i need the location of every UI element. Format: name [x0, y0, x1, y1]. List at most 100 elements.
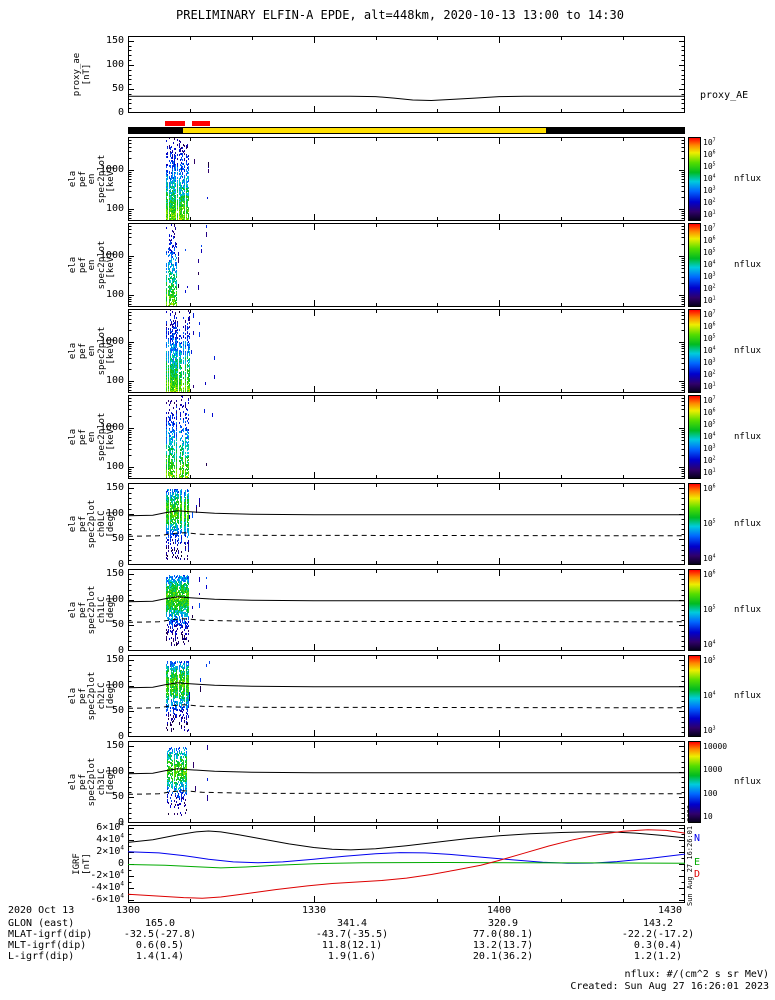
panel-en_spec_2	[128, 223, 685, 307]
colorbar-tick-label: 10	[703, 812, 713, 821]
y-tick-label: 50	[111, 619, 124, 631]
row-value: 77.0(80.1)	[472, 929, 534, 940]
colorbar-title: nflux	[734, 432, 762, 442]
x-tick-label: 1430	[657, 905, 683, 916]
colorbar-tick-label: 101	[703, 382, 716, 391]
flag-science-zone	[183, 128, 546, 133]
row-label: MLT-igrf(dip)	[8, 940, 87, 951]
panel-ch1LC	[128, 569, 685, 651]
colorbar-tick-label: 105	[703, 519, 716, 528]
losscone-line	[128, 510, 685, 517]
y-tick-label: 150	[105, 568, 124, 580]
antilosscone-line	[128, 618, 685, 623]
colorbar-tick-label: 105	[703, 605, 716, 614]
x-axis-date-label: 2020 Oct 13	[8, 905, 75, 916]
y-tick-label: 0	[117, 731, 124, 742]
colorbar-title: nflux	[734, 174, 762, 184]
row-value: -43.7(-35.5)	[315, 929, 389, 940]
y-axis-title-ch3LC: ela pef spec2plot ch3LC [deg]	[68, 741, 119, 823]
y-tick-label: 150	[105, 482, 124, 494]
antilosscone-line	[128, 532, 685, 537]
losscone-line	[128, 596, 685, 603]
series-D	[128, 829, 685, 899]
colorbar-tick-label: 104	[703, 346, 716, 355]
row-value: 320.9	[487, 918, 519, 929]
y-tick-label: 100	[105, 203, 124, 215]
x-tick-label: 1300	[115, 905, 141, 916]
colorbar-tick-label: 105	[703, 162, 716, 171]
colorbar-ch2LC	[688, 655, 701, 737]
y-tick-label: 150	[105, 654, 124, 666]
panel-igrf	[128, 825, 685, 903]
colorbar-ch0LC	[688, 483, 701, 565]
antilosscone-line	[128, 704, 685, 709]
y-tick-label: 0	[117, 559, 124, 570]
y-tick-label: 100	[105, 593, 124, 605]
y-axis-title-ch0LC: ela pef spec2plot ch0LC [deg]	[68, 483, 119, 565]
colorbar-tick-label: 107	[703, 396, 716, 405]
colorbar-tick-label: 107	[703, 224, 716, 233]
colorbar-tick-label: 104	[703, 174, 716, 183]
colorbar-tick-label: 106	[703, 322, 716, 331]
panel-axes-proxy_ae	[128, 36, 685, 113]
y-tick-label: -6×104	[90, 892, 124, 905]
row-label: MLAT-igrf(dip)	[8, 929, 93, 940]
series-B	[128, 830, 685, 851]
y-tick-label: 1000	[99, 336, 124, 348]
y-axis-title-ch1LC-text: ela pef spec2plot ch1LC [deg]	[67, 585, 116, 635]
colorbar-tick-label: 105	[703, 656, 716, 665]
row-label: GLON (east)	[8, 918, 75, 929]
panel-border	[128, 483, 685, 565]
colorbar-title: nflux	[734, 691, 762, 701]
colorbar-en_spec_3	[688, 309, 701, 393]
series-label-D: D	[694, 869, 701, 881]
panel-axes-ch2LC	[128, 655, 685, 737]
panel-ch2LC	[128, 655, 685, 737]
x-tick-label: 1330	[301, 905, 327, 916]
colorbar-tick-label: 103	[703, 444, 716, 453]
y-tick-label: 1000	[99, 164, 124, 176]
y-tick-label: 1000	[99, 422, 124, 434]
panel-border	[128, 569, 685, 651]
y-tick-label: 100	[105, 679, 124, 691]
row-value: 0.3(0.4)	[633, 940, 683, 951]
row-label: L-igrf(dip)	[8, 951, 75, 962]
spectrogram-canvas-en_spec_2	[128, 223, 685, 307]
antilosscone-line	[128, 790, 685, 795]
colorbar-tick-label: 1000	[703, 765, 723, 775]
panel-axes-ch0LC	[128, 483, 685, 565]
colorbar-tick-label: 102	[703, 370, 716, 379]
y-tick-label: 50	[111, 82, 124, 94]
colorbar-title: nflux	[734, 777, 762, 787]
colorbar-tick-label: 106	[703, 570, 716, 579]
colorbar-tick-label: 106	[703, 408, 716, 417]
y-tick-label: 50	[111, 791, 124, 803]
y-axis-title-ch1LC: ela pef spec2plot ch1LC [deg]	[67, 569, 119, 651]
y-tick-label: 100	[105, 507, 124, 519]
panel-axes-en_spec_1	[128, 137, 685, 221]
panel-ch0LC	[128, 483, 685, 565]
y-tick-label: 100	[105, 765, 124, 777]
colorbar-tick-label: 101	[703, 296, 716, 305]
row-value: 1.9(1.6)	[327, 951, 377, 962]
panel-axes-en_spec_3	[128, 309, 685, 393]
colorbar-tick-label: 106	[703, 236, 716, 245]
y-axis-title-proxy_ae: proxy_ae [nT]	[72, 36, 94, 113]
row-value: 1.4(1.4)	[135, 951, 185, 962]
y-tick-label: 100	[105, 58, 124, 70]
colorbar-tick-label: 106	[703, 484, 716, 493]
colorbar-tick-label: 103	[703, 186, 716, 195]
colorbar-tick-label: 104	[703, 432, 716, 441]
colorbar-tick-label: 104	[703, 691, 716, 700]
y-tick-label: 100	[105, 289, 124, 301]
series-label-E: E	[694, 856, 701, 868]
y-tick-label: 0	[117, 817, 124, 828]
colorbar-tick-label: 102	[703, 284, 716, 293]
row-value: 20.1(36.2)	[472, 951, 534, 962]
series-label-N: N	[694, 832, 701, 844]
y-tick-label: 0	[117, 858, 124, 869]
colorbar-tick-label: 105	[703, 248, 716, 257]
panel-border	[128, 223, 685, 307]
row-value: 13.2(13.7)	[472, 940, 534, 951]
colorbar-tick-label: 107	[703, 138, 716, 147]
